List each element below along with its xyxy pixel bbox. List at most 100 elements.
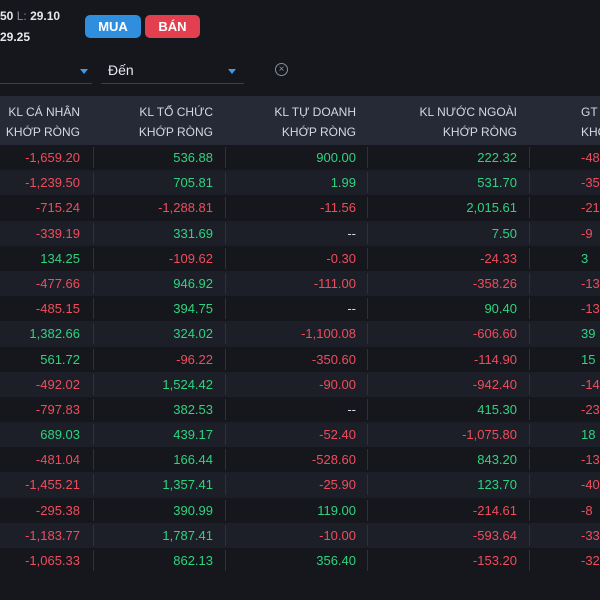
table-row[interactable]: -1,065.33 862.13 356.40 -153.20 -32 [0,548,600,573]
table-cell: 90.40 [484,301,517,317]
column-header-line2: KHỚ [581,125,600,139]
table-cell: -40 [581,477,600,493]
column-divider [93,499,94,521]
table-cell: 705.81 [173,175,213,191]
table-row[interactable]: 561.72 -96.22 -350.60 -114.90 15 [0,347,600,372]
price-line-1: 50 L: 29.10 [0,9,60,23]
table-cell: -492.02 [35,376,80,392]
table-cell: 2,015.61 [466,200,517,216]
table-row[interactable]: -477.66 946.92 -111.00 -358.26 -13 [0,270,600,297]
table-row[interactable]: -1,183.77 1,787.41 -10.00 -593.64 -33 [0,522,600,548]
table-row[interactable]: -1,239.50 705.81 1.99 531.70 -35 [0,170,600,196]
table-cell: 561.72 [40,351,80,367]
buy-button[interactable]: MUA [85,15,141,38]
top-bar: 50 L: 29.10 29.25 MUA BÁN [0,0,600,50]
table-cell: 39 [581,326,596,342]
table-row[interactable]: 134.25 -109.62 -0.30 -24.33 3 [0,246,600,271]
table-cell: 3 [581,250,589,266]
table-cell: -90.00 [319,376,356,392]
table-cell: -1,065.33 [25,553,80,568]
table-cell: -481.04 [35,452,80,468]
table-cell: 134.25 [40,250,80,266]
column-divider [367,373,368,395]
table-cell: 415.30 [477,401,517,417]
table-cell: -358.26 [472,275,517,291]
table-row[interactable]: 689.03 439.17 -52.40 -1,075.80 18 [0,422,600,448]
table-cell: -25.90 [319,477,356,493]
column-divider [367,348,368,370]
column-header-foreign[interactable]: KL NƯỚC NGOÀI KHỚP RÒNG [420,102,517,142]
table-cell: -8 [581,502,593,518]
table-cell: 531.70 [477,175,517,191]
clear-icon[interactable]: × [275,63,288,76]
column-divider [529,272,530,294]
table-row[interactable]: -715.24 -1,288.81 -11.56 2,015.61 -21 [0,195,600,220]
table-row[interactable]: -1,659.20 536.88 900.00 222.32 -48 [0,145,600,170]
column-divider [367,197,368,219]
column-divider [367,424,368,446]
column-header-proprietary[interactable]: KL TỰ DOANH KHỚP RÒNG [274,102,356,142]
column-divider [225,172,226,194]
table-cell: -1,075.80 [462,427,517,443]
column-divider [93,197,94,219]
sell-button[interactable]: BÁN [145,15,200,38]
table-cell: -593.64 [472,527,517,543]
table-row[interactable]: -485.15 394.75 -- 90.40 -13 [0,296,600,321]
to-date-select[interactable]: Đến [101,56,244,84]
table-cell: -35 [581,175,600,191]
table-row[interactable]: -492.02 1,524.42 -90.00 -942.40 -14 [0,371,600,397]
table-cell: -24.33 [480,250,517,266]
table-cell: -350.60 [311,351,356,367]
column-header-individual[interactable]: KL CÁ NHÂN KHỚP RÒNG [6,102,80,142]
table-cell: 843.20 [477,452,517,468]
column-divider [225,147,226,168]
table-cell: -32 [581,553,600,568]
table-cell: -9 [581,225,593,241]
table-cell: -0.30 [326,250,356,266]
table-cell: -- [347,301,356,317]
column-divider [367,524,368,546]
low-label: L: [16,9,27,23]
table-row[interactable]: -295.38 390.99 119.00 -214.61 -8 [0,498,600,523]
column-divider [529,424,530,446]
table-row[interactable]: -481.04 166.44 -528.60 843.20 -13 [0,447,600,472]
column-header-value-individual[interactable]: GT C KHỚ [581,102,600,142]
column-divider [93,524,94,546]
table-cell: -1,100.08 [301,326,356,342]
column-divider [93,323,94,345]
column-header-line2: KHỚP RÒNG [442,125,517,139]
chevron-down-icon [228,69,236,74]
table-cell: -1,288.81 [158,200,213,216]
column-divider [367,499,368,521]
table-row[interactable]: -339.19 331.69 -- 7.50 -9 [0,220,600,246]
table-cell: 7.50 [491,225,517,241]
table-cell: 18 [581,427,596,443]
column-header-line1: KL TỔ CHỨC [139,105,213,119]
table-cell: -14 [581,376,600,392]
table-row[interactable]: 1,382.66 324.02 -1,100.08 -606.60 39 [0,321,600,347]
column-divider [93,424,94,446]
table-cell: -606.60 [472,326,517,342]
low-value: 29.10 [30,9,61,23]
column-divider [367,172,368,194]
column-divider [367,323,368,345]
column-divider [93,272,94,294]
column-divider [93,298,94,320]
column-divider [529,247,530,269]
column-header-institution[interactable]: KL TỔ CHỨC KHỚP RÒNG [139,102,213,142]
table-cell: -528.60 [311,452,356,468]
table-cell: -13 [581,275,600,291]
table-cell: 15 [581,351,596,367]
column-divider [529,398,530,420]
column-divider [225,499,226,521]
table-cell: -96.22 [176,351,213,367]
table-row[interactable]: -1,455.21 1,357.41 -25.90 123.70 -40 [0,472,600,498]
table-cell: 946.92 [173,275,213,291]
table-row[interactable]: -797.83 382.53 -- 415.30 -23 [0,397,600,422]
column-divider [225,373,226,395]
table-cell: -1,455.21 [25,477,80,493]
table-cell: 1,787.41 [162,527,213,543]
table-cell: 382.53 [173,401,213,417]
from-date-select[interactable] [0,56,92,84]
column-divider [529,197,530,219]
